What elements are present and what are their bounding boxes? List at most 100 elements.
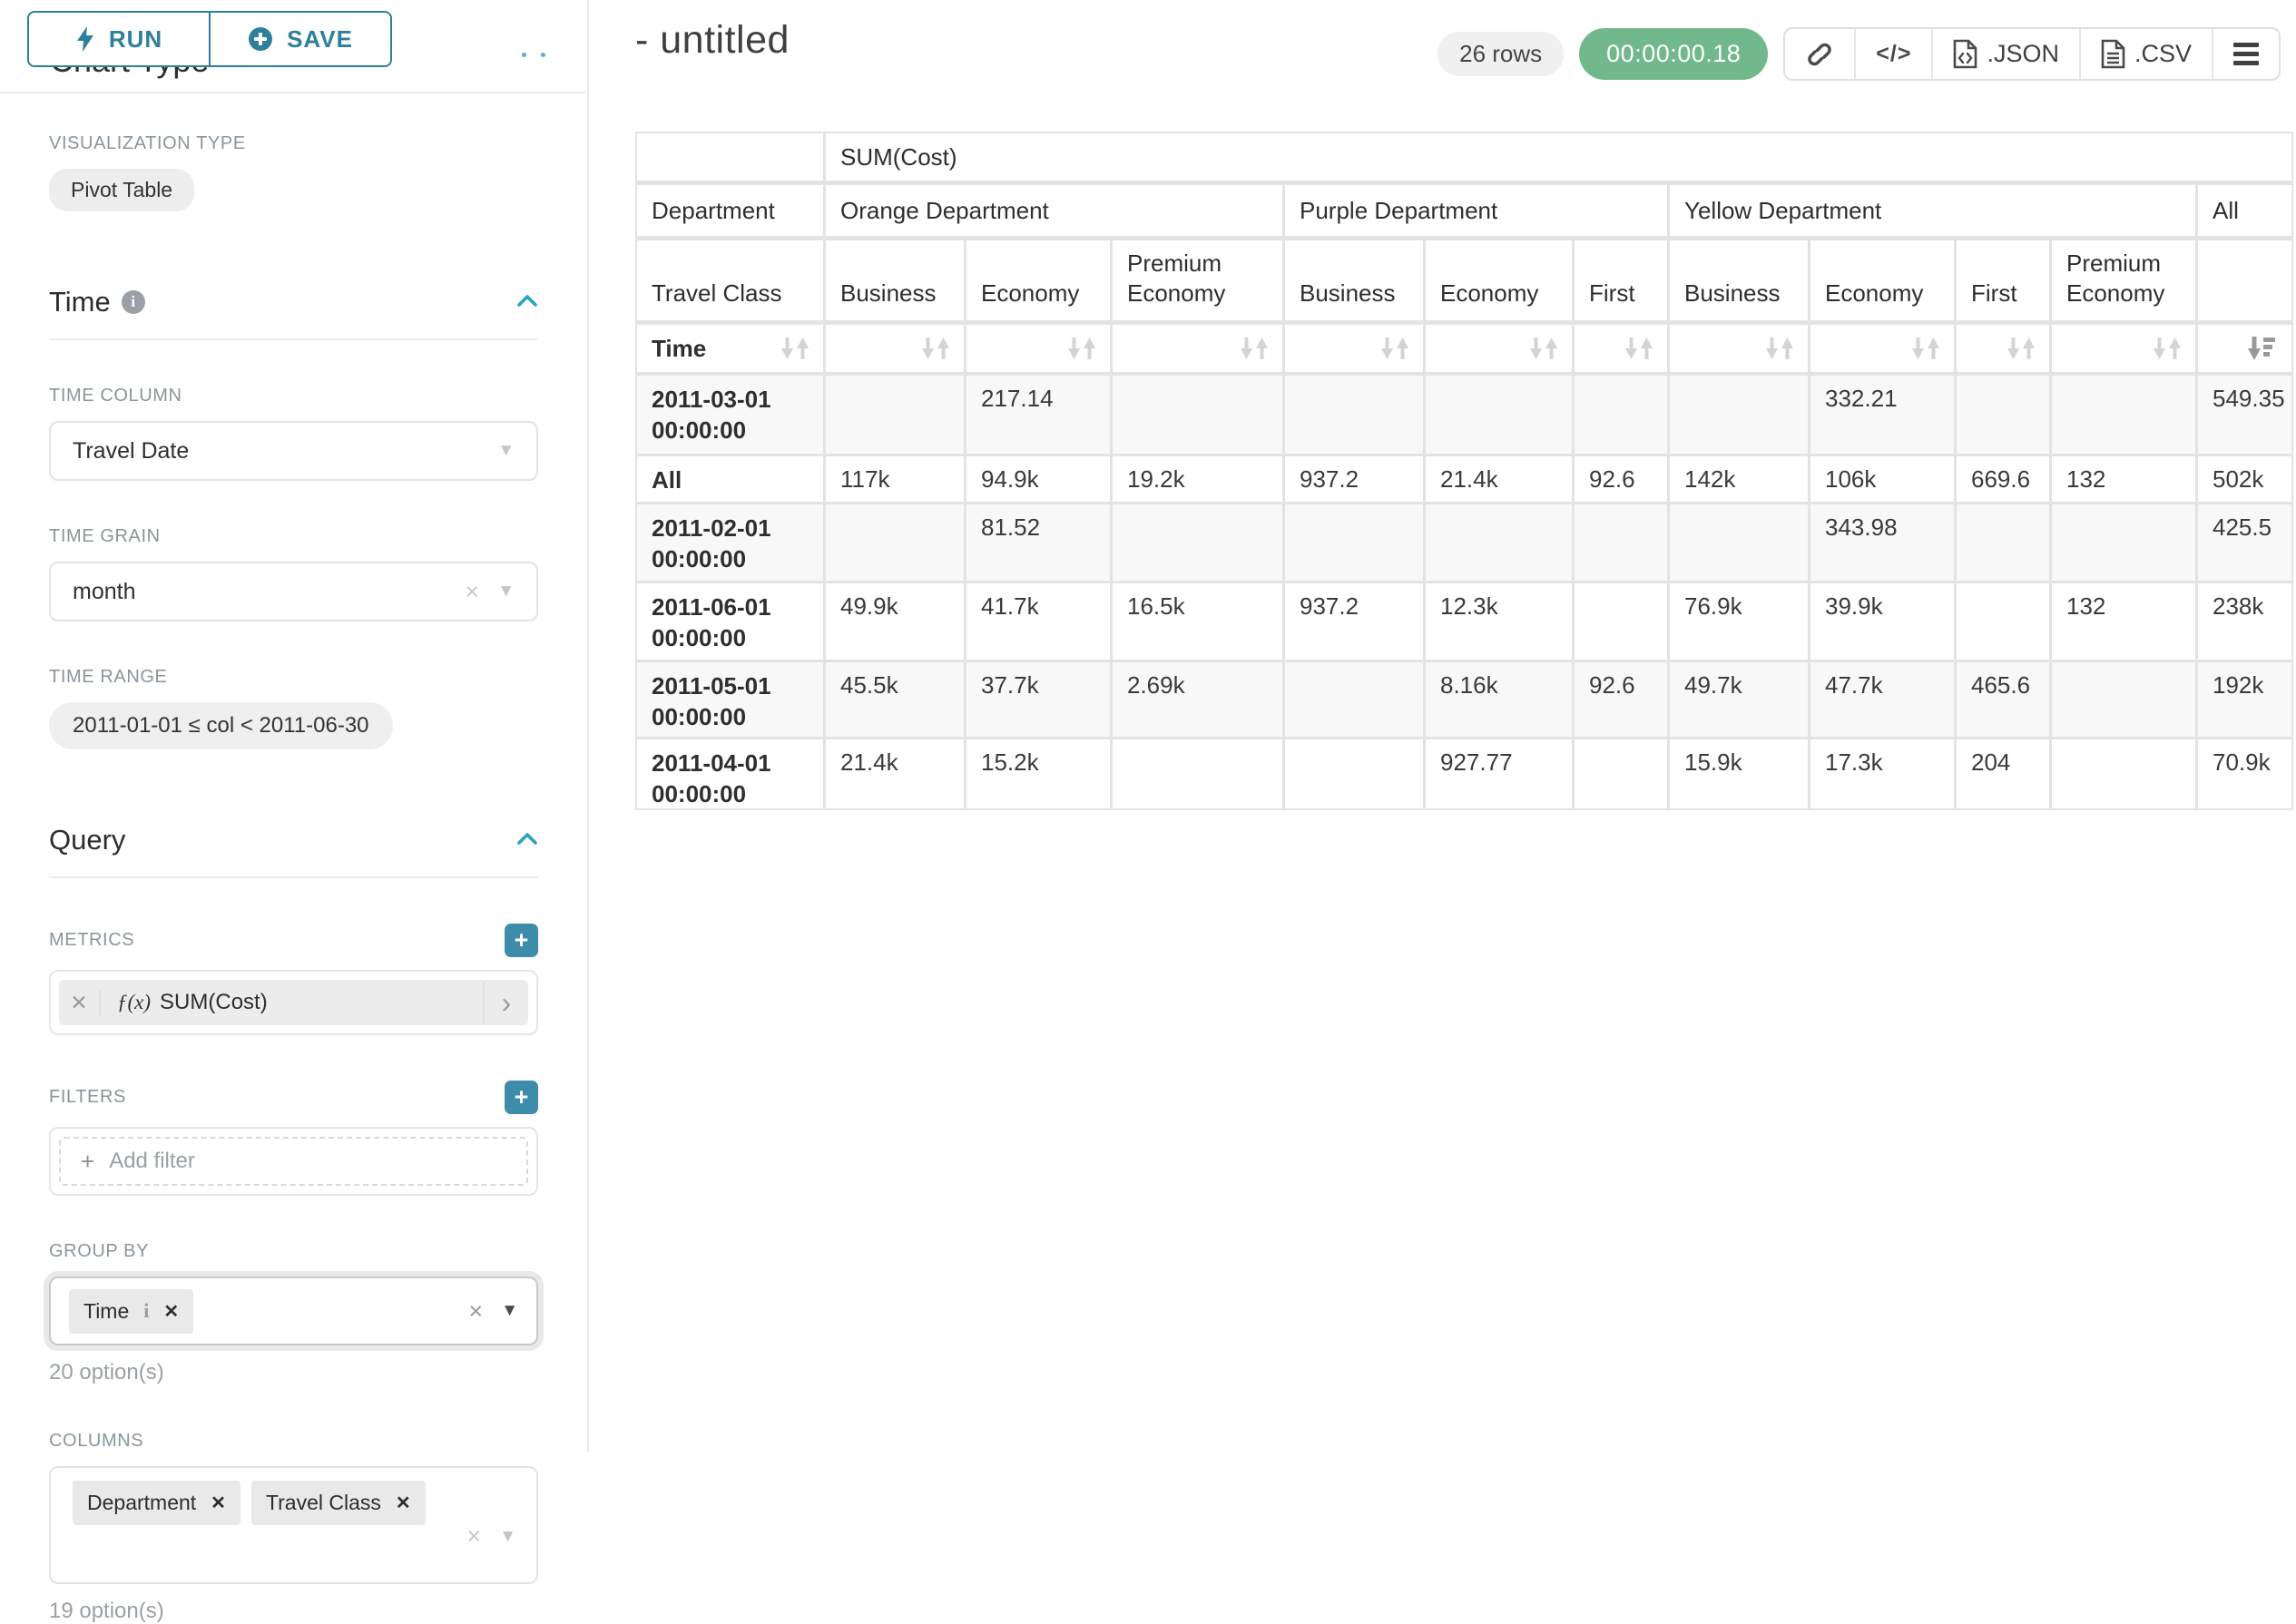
pivot-value-cell: 92.6 — [1575, 456, 1667, 502]
sort-icon[interactable] — [1241, 336, 1268, 361]
chevron-down-icon[interactable]: ▼ — [497, 441, 515, 460]
sort-icon[interactable] — [1381, 336, 1408, 361]
query-section-header[interactable]: Query — [49, 824, 538, 856]
sort-icon[interactable] — [1625, 336, 1653, 361]
sort-icon[interactable] — [1766, 336, 1793, 361]
chevron-right-icon[interactable]: › — [483, 982, 528, 1023]
pivot-value-cell: 49.9k — [826, 583, 964, 660]
pivot-value-cell: 94.9k — [966, 456, 1110, 502]
clear-icon[interactable]: × — [466, 1522, 482, 1550]
pivot-column-header: Economy — [1810, 240, 1954, 320]
sort-icon[interactable] — [781, 336, 809, 361]
columns-select[interactable]: Department ✕ Travel Class ✕ × ▼ — [49, 1466, 538, 1584]
group-by-tag[interactable]: Time i ✕ — [69, 1288, 194, 1334]
pivot-value-cell — [1285, 739, 1423, 808]
columns-tag[interactable]: Department ✕ — [73, 1481, 240, 1525]
menu-button[interactable] — [2213, 29, 2279, 79]
pivot-column-sort[interactable] — [1113, 325, 1282, 372]
pivot-group-header: All — [2198, 185, 2291, 236]
pivot-column-sort[interactable] — [1285, 325, 1423, 372]
chevron-down-icon[interactable]: ▼ — [501, 1301, 518, 1320]
chevron-up-icon[interactable] — [516, 831, 538, 850]
hamburger-icon — [2233, 43, 2259, 65]
group-by-tag-label: Time — [83, 1298, 130, 1323]
sort-icon[interactable] — [1068, 336, 1095, 361]
pivot-value-cell: 17.3k — [1810, 739, 1954, 808]
time-grain-select[interactable]: month × ▼ — [49, 562, 538, 621]
sort-icon[interactable] — [2154, 336, 2181, 361]
pivot-column-sort[interactable] — [2198, 325, 2291, 372]
chevron-down-icon[interactable]: ▼ — [497, 582, 515, 601]
remove-tag-icon[interactable]: ✕ — [395, 1493, 411, 1513]
run-button[interactable]: RUN — [27, 11, 210, 67]
pivot-value-cell: 465.6 — [1957, 662, 2049, 737]
pivot-value-cell: 217.14 — [966, 376, 1110, 454]
pivot-column-sort[interactable] — [2052, 325, 2195, 372]
add-filter-dropzone[interactable]: + Add filter — [59, 1137, 528, 1186]
pivot-column-sort[interactable] — [826, 325, 964, 372]
pivot-value-cell: 12.3k — [1426, 583, 1572, 660]
pivot-value-cell: 502k — [2198, 456, 2291, 502]
save-button[interactable]: SAVE — [210, 11, 392, 67]
panel-drag-dots-icon[interactable] — [522, 53, 545, 57]
clear-icon[interactable]: × — [465, 577, 480, 605]
sort-icon[interactable] — [922, 336, 949, 361]
pivot-column-header: Business — [1670, 240, 1808, 320]
row-dimension-label: Time — [652, 334, 707, 362]
pivot-value-cell — [1285, 662, 1423, 737]
pivot-dimension-label: Travel Class — [637, 240, 823, 320]
pivot-column-sort[interactable] — [1670, 325, 1808, 372]
pivot-value-cell: 332.21 — [1810, 376, 1954, 454]
pivot-value-cell: 16.5k — [1113, 583, 1282, 660]
columns-tag[interactable]: Travel Class ✕ — [250, 1481, 426, 1525]
remove-tag-icon[interactable]: ✕ — [211, 1493, 226, 1513]
chevron-up-icon[interactable] — [516, 293, 538, 312]
time-range-pill[interactable]: 2011-01-01 ≤ col < 2011-06-30 — [49, 702, 393, 749]
row-count-badge: 26 rows — [1437, 32, 1565, 76]
sort-icon[interactable] — [1530, 336, 1557, 361]
sort-icon[interactable] — [1912, 336, 1939, 361]
pivot-group-header: Orange Department — [826, 185, 1282, 236]
chart-title[interactable]: - untitled — [635, 18, 790, 62]
time-section-header[interactable]: Time i — [49, 286, 538, 318]
time-grain-label: TIME GRAIN — [49, 526, 161, 546]
export-csv-button[interactable]: .CSV — [2081, 29, 2213, 79]
time-column-select[interactable]: Travel Date ▼ — [49, 421, 538, 481]
sort-descending-icon[interactable] — [2248, 336, 2277, 361]
view-query-button[interactable]: </> — [1856, 29, 1934, 79]
info-icon: i — [121, 290, 145, 314]
columns-options-hint: 19 option(s) — [49, 1599, 164, 1623]
metric-chip[interactable]: ✕ ƒ(x) SUM(Cost) › — [59, 980, 528, 1025]
pivot-value-cell: 549.35 — [2198, 376, 2291, 454]
share-link-button[interactable] — [1785, 29, 1857, 79]
pivot-column-sort[interactable] — [966, 325, 1110, 372]
group-by-label: GROUP BY — [49, 1241, 150, 1261]
chevron-down-icon[interactable]: ▼ — [499, 1526, 516, 1546]
export-json-button[interactable]: .JSON — [1933, 29, 2081, 79]
clear-icon[interactable]: × — [468, 1296, 484, 1325]
pivot-group-header: Yellow Department — [1670, 185, 2195, 236]
pivot-column-sort[interactable] — [1426, 325, 1572, 372]
pivot-row-dimension-sort[interactable]: Time — [637, 325, 823, 372]
remove-tag-icon[interactable]: ✕ — [163, 1301, 180, 1322]
pivot-column-sort[interactable] — [1810, 325, 1954, 372]
sort-icon[interactable] — [2007, 336, 2035, 361]
add-filter-label: Add filter — [109, 1149, 195, 1173]
group-by-select[interactable]: Time i ✕ × ▼ — [49, 1277, 538, 1345]
visualization-type-pill[interactable]: Pivot Table — [49, 169, 195, 211]
pivot-column-header: First — [1575, 240, 1667, 320]
pivot-table-body: 2011-03-01 00:00:00 217.14 332.21 549.35 All… — [637, 376, 2291, 808]
pivot-row-header: 2011-03-01 00:00:00 — [637, 376, 823, 454]
metric-name: SUM(Cost) — [160, 990, 268, 1014]
pivot-column-sort[interactable] — [1575, 325, 1667, 372]
remove-metric-icon[interactable]: ✕ — [59, 990, 101, 1015]
pivot-metric-header: SUM(Cost) — [826, 133, 2291, 181]
save-button-label: SAVE — [287, 24, 353, 53]
pivot-value-cell: 37.7k — [966, 662, 1110, 737]
pivot-column-sort[interactable] — [1957, 325, 2049, 372]
add-metric-button[interactable]: + — [505, 924, 538, 957]
pivot-row-header: All — [637, 456, 823, 502]
pivot-column-header: Economy — [1426, 240, 1572, 320]
add-filter-button[interactable]: + — [505, 1081, 538, 1114]
pivot-value-cell: 76.9k — [1670, 583, 1808, 660]
